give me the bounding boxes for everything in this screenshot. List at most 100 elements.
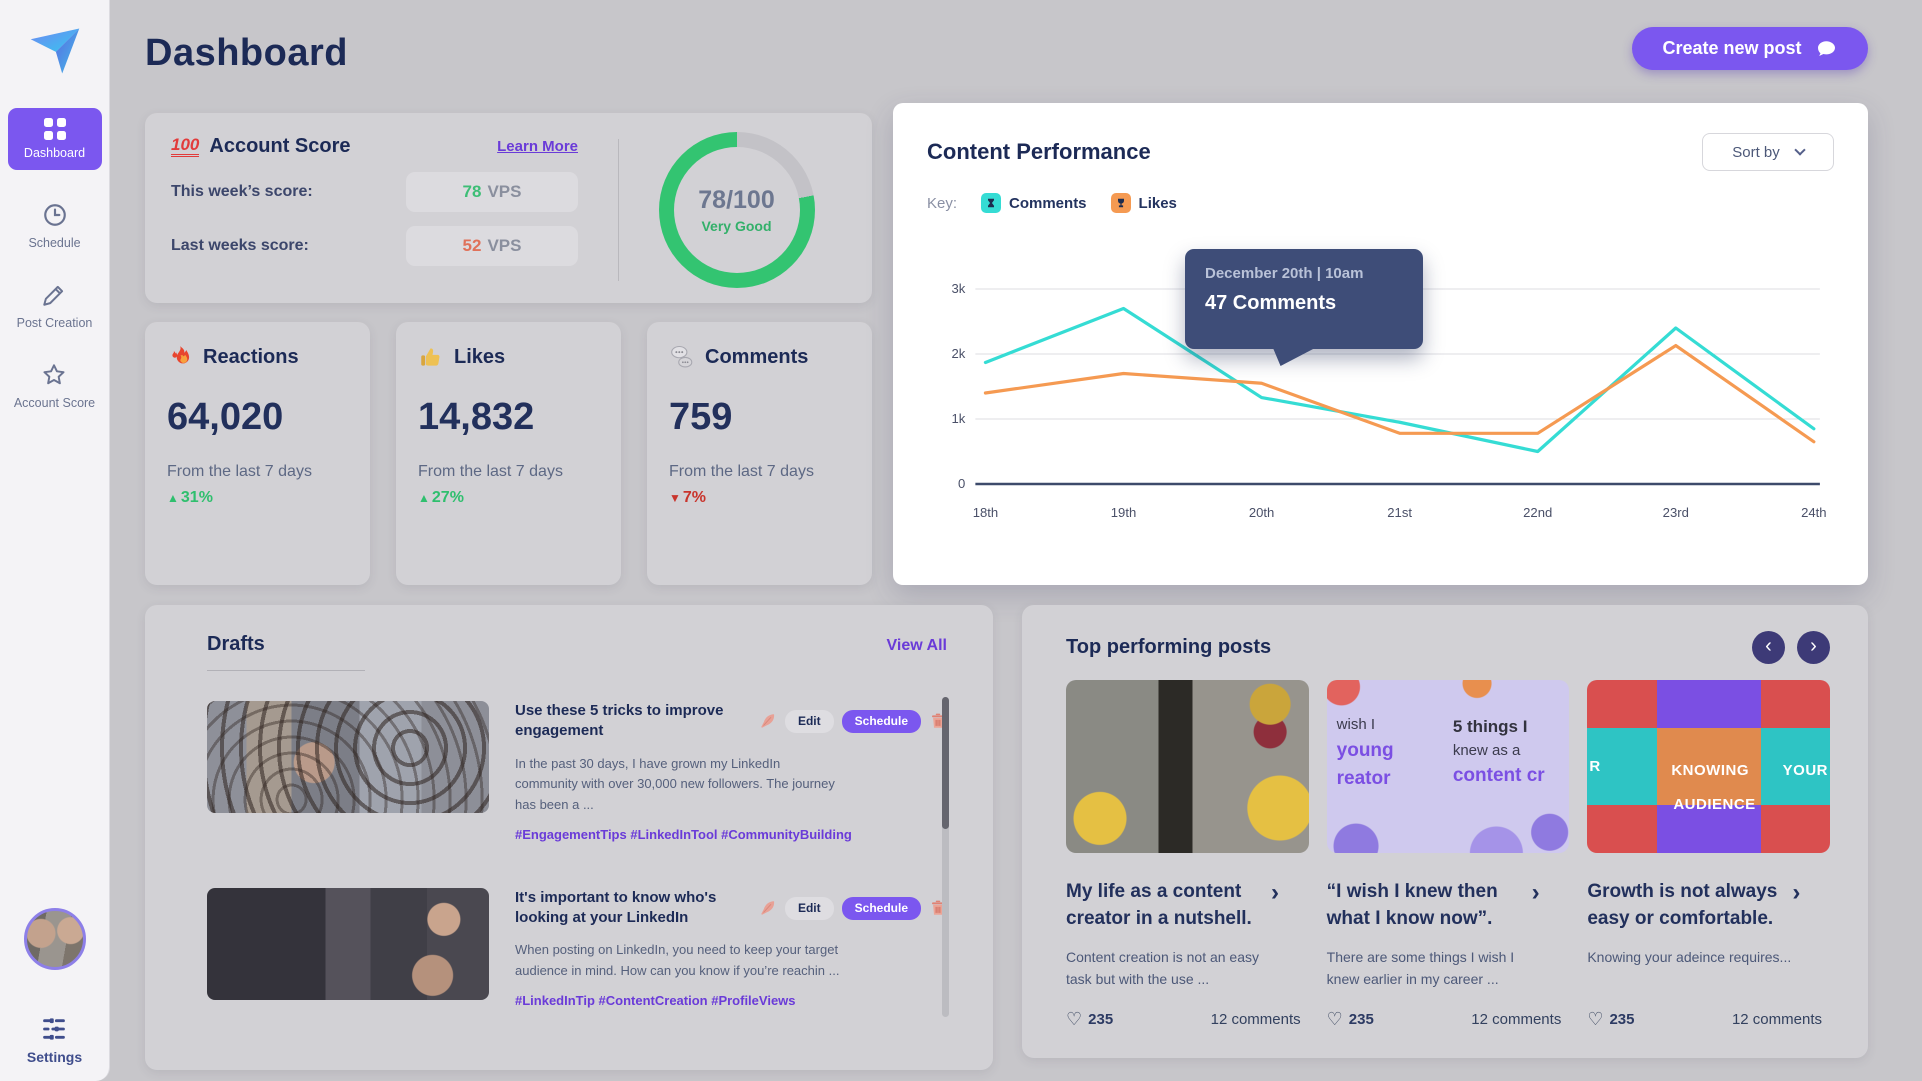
scrollbar-thumb[interactable] [942,697,949,829]
post-image-text: knew as a [1452,741,1521,759]
trash-icon[interactable] [929,899,947,917]
page-title: Dashboard [145,32,348,74]
legend-comments-label: Comments [1009,194,1087,212]
draft-item[interactable]: Use these 5 tricks to improve engagement… [207,701,947,842]
post-image-text: AUDIENCE [1673,796,1756,813]
post-card[interactable]: R KNOWING YOUR AUDIENCE Growth is not al… [1587,680,1830,1044]
sort-by-label: Sort by [1732,143,1780,161]
view-all-link[interactable]: View All [886,637,947,654]
post-description: Content creation is not an easy task but… [1066,949,1260,987]
sidebar-item-label: Post Creation [16,316,93,330]
post-image-text: wish I [1336,716,1375,733]
quill-icon[interactable] [759,899,777,917]
this-week-score-value: 78 VPS [406,172,578,212]
sidebar-item-post-creation[interactable]: Post Creation [16,282,93,330]
stat-period: From the last 7 days [418,463,563,480]
stat-title: Likes [454,345,506,368]
draft-title: Use these 5 tricks to improve engagement [515,702,724,740]
svg-text:3k: 3k [951,281,965,296]
hourglass-icon [988,198,995,208]
svg-text:21st: 21st [1387,505,1412,520]
draft-description: In the past 30 days, I have grown my Lin… [515,755,835,813]
create-post-bubble-icon [1817,40,1835,56]
drafts-panel: Drafts View All Use these 5 tricks to im… [145,605,993,1070]
trash-icon[interactable] [929,712,947,730]
account-score-gauge-wrap: 78/100 Very Good [619,132,854,288]
chevron-right-icon[interactable]: › [1531,879,1540,906]
post-card[interactable]: wish I young reator 5 things I knew as a… [1326,680,1570,1044]
learn-more-link[interactable]: Learn More [497,138,578,155]
avatar[interactable] [23,908,86,970]
content-performance-panel: Content Performance Sort by Key: Comment… [893,103,1868,585]
performance-chart-svg: 0 1k 2k 3k 18th 19th 20th 21st 22nd 23rd 24th [951,281,1826,520]
quill-icon[interactable] [759,712,777,730]
chart-legend: Key: Comments Likes [927,193,1834,213]
stat-title: Comments [705,345,809,368]
stat-period: From the last 7 days [669,463,814,480]
schedule-button[interactable]: Schedule [841,709,921,733]
heart-icon: ♡ [1066,1008,1083,1029]
chevron-left-icon: ‹ [1765,634,1772,657]
up-arrow-icon: ▲ [167,491,179,505]
gauge-caption: Very Good [701,218,772,234]
account-score-left: 100 Account Score Learn More This week’s… [171,135,618,285]
draft-title: It's important to know who's looking at … [515,888,717,927]
settings-label: Settings [26,1049,83,1065]
stat-delta: ▲ 27% [418,489,464,506]
sidebar-bottom: Settings [23,908,86,1081]
post-creation-pencil-icon [43,285,64,306]
create-new-post-button[interactable]: Create new post [1632,27,1868,70]
post-card[interactable]: My life as a content creator in a nutshe… [1066,680,1309,1044]
edit-button[interactable]: Edit [784,896,834,920]
svg-text:22nd: 22nd [1523,505,1552,520]
post-image-text: 5 things I [1452,717,1528,736]
drafts-scrollbar[interactable] [942,697,949,1017]
carousel-next-button[interactable]: › [1797,631,1830,664]
stat-value: 14,832 [418,396,535,438]
svg-text:23rd: 23rd [1663,505,1689,520]
top-posts-cards: My life as a content creator in a nutshe… [1066,680,1830,1044]
account-score-card: 100 Account Score Learn More This week’s… [145,113,872,303]
gauge-score: 78/100 [698,186,775,214]
sidebar-item-settings[interactable]: Settings [27,1016,82,1065]
sidebar-nav: Dashboard Schedule Post Creation Account… [0,108,109,410]
up-arrow-icon: ▲ [418,491,430,505]
post-comments: 12 comments [1731,1010,1822,1028]
schedule-clock-icon [43,204,66,226]
post-image-text: reator [1336,768,1391,789]
schedule-button[interactable]: Schedule [841,896,921,920]
chevron-down-icon [1794,144,1806,156]
sidebar-item-label: Account Score [13,396,96,410]
last-week-score-label: Last weeks score: [171,237,309,254]
sidebar-item-label: Schedule [28,236,81,250]
post-image-text: YOUR [1782,762,1828,779]
carousel-prev-button[interactable]: ‹ [1752,631,1785,664]
post-image-text: content cr [1452,765,1545,786]
key-label: Key: [927,194,958,212]
post-image-text: young [1336,739,1394,761]
stats-row: Reactions 64,020 From the last 7 days ▲ 3… [145,322,872,585]
draft-item[interactable]: It's important to know who's looking at … [207,887,947,1008]
stat-delta: ▲ 31% [167,489,213,506]
sidebar-item-account-score[interactable]: Account Score [14,362,95,410]
score-gauge: 78/100 Very Good [658,132,815,288]
account-score-title: Account Score [209,135,351,157]
edit-button[interactable]: Edit [784,709,834,733]
sidebar-item-schedule[interactable]: Schedule [28,202,81,250]
chevron-right-icon[interactable]: › [1271,879,1279,906]
svg-text:1k: 1k [951,411,965,426]
chevron-right-icon[interactable]: › [1792,879,1801,906]
post-title: Growth is not always easy or comfortable… [1587,881,1778,929]
svg-text:0: 0 [958,476,965,491]
post-image-text: R [1589,758,1601,775]
post-description: There are some things I wish I knew earl… [1326,949,1515,987]
post-likes: 235 [1348,1010,1374,1028]
sort-by-dropdown[interactable]: Sort by [1702,133,1834,171]
heart-icon: ♡ [1587,1008,1604,1029]
sidebar-item-dashboard[interactable]: Dashboard [7,108,102,170]
comments-stat-card: Comments 759 From the last 7 days ▼ 7% [647,322,872,585]
likes-thumb-icon [421,348,440,366]
stat-period: From the last 7 days [167,463,312,480]
draft-description: When posting on LinkedIn, you need to ke… [515,942,840,979]
post-image-text: KNOWING [1671,762,1749,779]
